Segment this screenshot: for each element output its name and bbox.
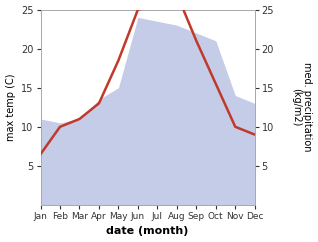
Y-axis label: max temp (C): max temp (C) <box>5 74 16 141</box>
X-axis label: date (month): date (month) <box>107 227 189 236</box>
Y-axis label: med. precipitation
(kg/m2): med. precipitation (kg/m2) <box>291 62 313 152</box>
